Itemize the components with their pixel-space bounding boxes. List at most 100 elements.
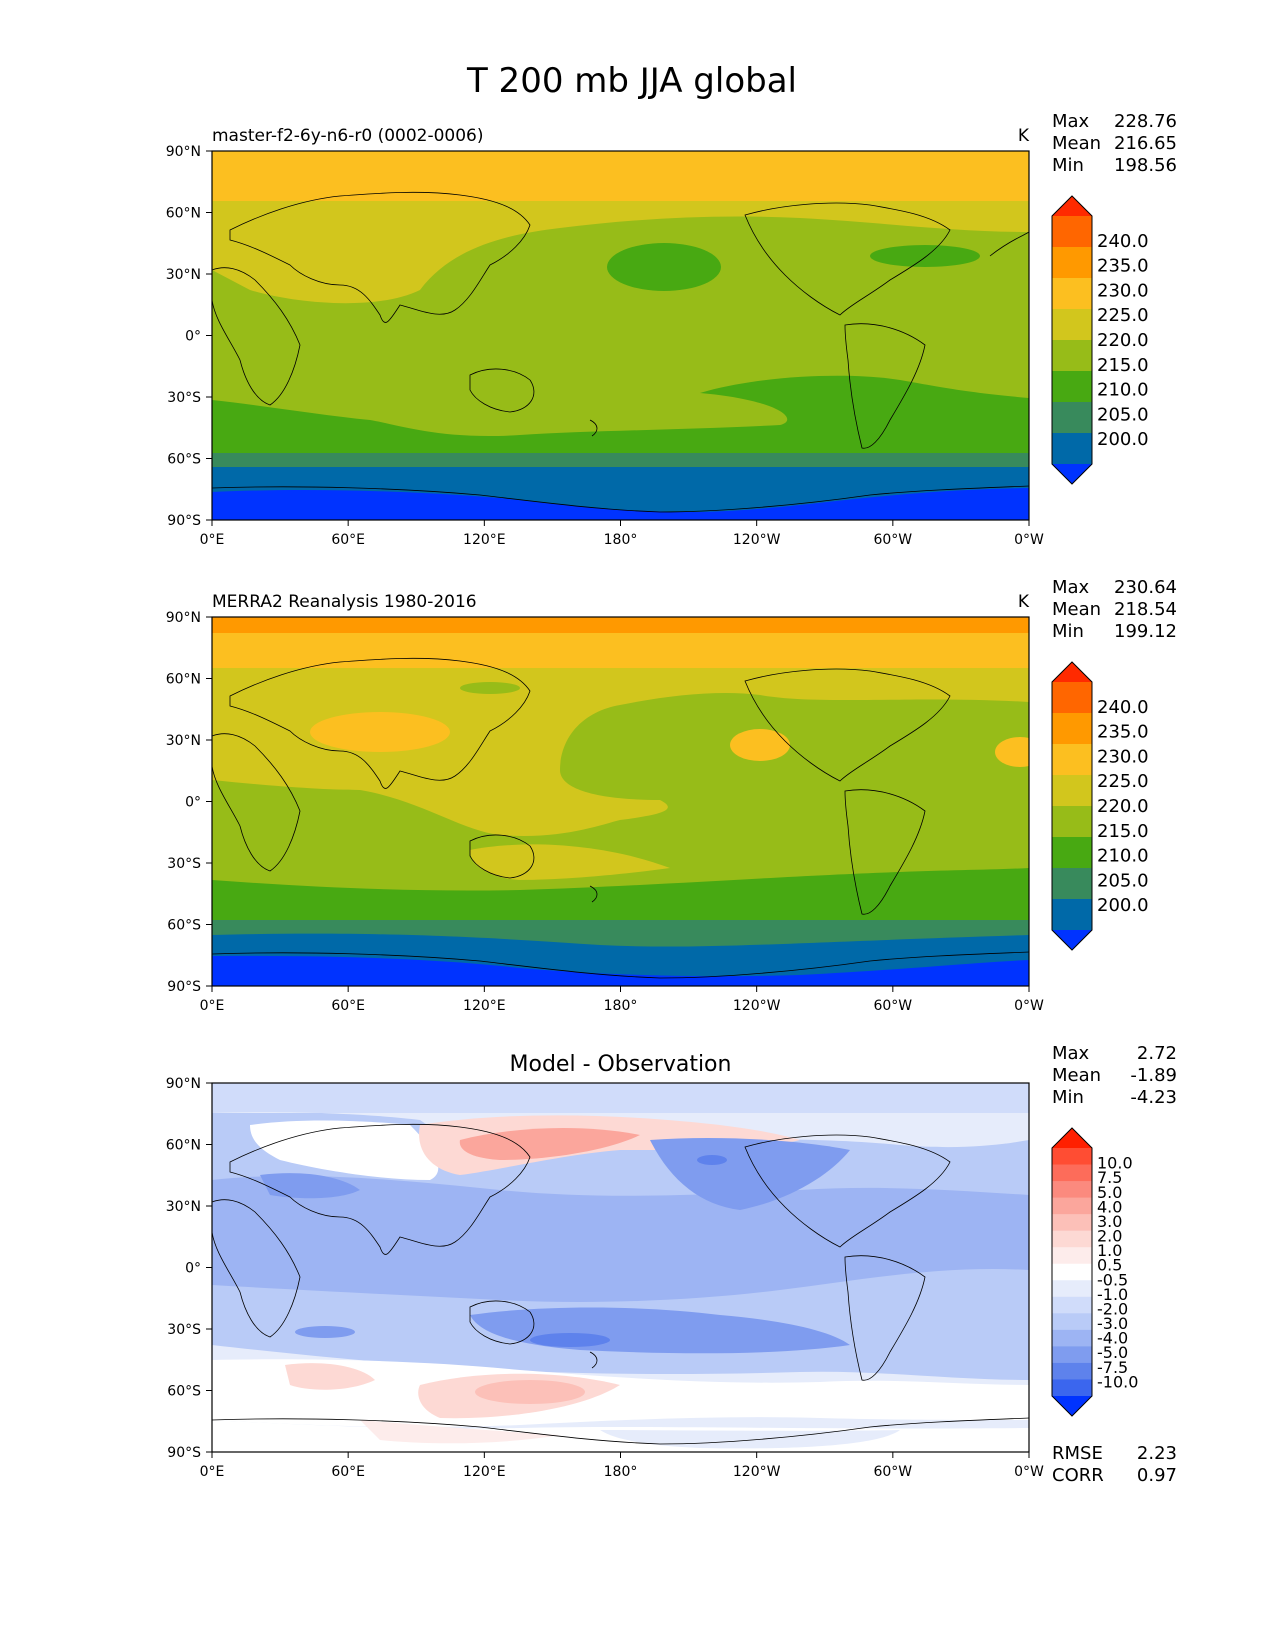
- lon-tick-label: 60°E: [331, 532, 365, 548]
- map-field-model: [212, 151, 1029, 520]
- stat-label: Min: [1052, 1087, 1084, 1108]
- lon-tick-label: 120°W: [733, 1464, 781, 1480]
- lat-tick-label: 90°S: [167, 1445, 201, 1461]
- colorbar-label: 3.0: [1097, 1212, 1122, 1231]
- colorbar-band: [1052, 1329, 1092, 1347]
- lat-tick-label: 60°S: [167, 452, 201, 468]
- lat-tick-label: 60°S: [167, 918, 201, 934]
- lon-tick-label: 60°W: [873, 998, 912, 1014]
- colorbar-band: [1052, 309, 1092, 341]
- colorbar-band: [1052, 1379, 1092, 1397]
- colorbar-label: -4.0: [1097, 1329, 1128, 1348]
- lat-tick-label: 60°S: [167, 1384, 201, 1400]
- colorbar-band: [1052, 806, 1092, 838]
- colorbar-band: [1052, 1148, 1092, 1166]
- coastlines-model: [212, 191, 1029, 513]
- panel-model: [211, 150, 1030, 521]
- colorbar-band: [1052, 1346, 1092, 1364]
- panel-obs: [211, 616, 1030, 987]
- colorbar-label: 215.0: [1097, 355, 1149, 376]
- colorbar-label: 220.0: [1097, 330, 1149, 351]
- colorbar-label: -7.5: [1097, 1358, 1128, 1377]
- lat-tick-label: 90°S: [167, 979, 201, 995]
- stat-value: 2.23: [1137, 1443, 1177, 1464]
- colorbar-label: 230.0: [1097, 280, 1149, 301]
- colorbar-label: 205.0: [1097, 870, 1149, 891]
- panel-title: Model - Observation: [510, 1052, 732, 1077]
- colorbar-band: [1052, 682, 1092, 714]
- colorbar-label: 220.0: [1097, 796, 1149, 817]
- stat-label: Mean: [1052, 1065, 1101, 1086]
- colorbar-label: 1.0: [1097, 1241, 1122, 1260]
- lon-tick-label: 180°: [604, 998, 638, 1014]
- colorbar-extend-max: [1052, 662, 1092, 682]
- stat-value: -4.23: [1130, 1087, 1177, 1108]
- colorbar-label: 2.0: [1097, 1227, 1122, 1246]
- colorbar-label: -0.5: [1097, 1270, 1128, 1289]
- lon-tick-label: 120°E: [463, 532, 506, 548]
- lon-tick-label: 0°W: [1014, 532, 1044, 548]
- colorbar-label: 210.0: [1097, 846, 1149, 867]
- stat-value: 2.72: [1137, 1043, 1177, 1064]
- colorbar-label: 200.0: [1097, 895, 1149, 916]
- lat-tick-label: 90°N: [166, 1076, 201, 1092]
- colorbar-label: 10.0: [1097, 1154, 1133, 1173]
- colorbar-band: [1052, 1197, 1092, 1215]
- colorbar-band: [1052, 1296, 1092, 1314]
- colorbar-extend-min: [1052, 464, 1092, 484]
- stat-value: 198.56: [1114, 155, 1177, 176]
- colorbar-band: [1052, 1181, 1092, 1199]
- map-field-diff: [212, 1083, 1029, 1452]
- panel-diff: [211, 1082, 1030, 1453]
- lon-tick-label: 120°W: [733, 532, 781, 548]
- lon-tick-label: 0°W: [1014, 998, 1044, 1014]
- colorbar-band: [1052, 1280, 1092, 1298]
- coastlines-diff: [212, 1123, 1029, 1445]
- stat-value: 230.64: [1114, 577, 1177, 598]
- lat-tick-label: 60°N: [166, 1138, 201, 1154]
- stat-label: Min: [1052, 621, 1084, 642]
- lat-tick-label: 0°: [185, 795, 201, 811]
- colorbar-band: [1052, 1247, 1092, 1265]
- colorbar-label: 235.0: [1097, 722, 1149, 743]
- colorbar-label: 235.0: [1097, 256, 1149, 277]
- stat-label: Max: [1052, 577, 1090, 598]
- stat-label: Min: [1052, 155, 1084, 176]
- colorbar-label: -3.0: [1097, 1314, 1128, 1333]
- stat-label: Max: [1052, 1043, 1090, 1064]
- colorbar-band: [1052, 340, 1092, 372]
- lon-tick-label: 120°W: [733, 998, 781, 1014]
- stat-value: 0.97: [1137, 1465, 1177, 1486]
- colorbar-outline: [1051, 195, 1093, 485]
- panel-title: MERRA2 Reanalysis 1980-2016: [212, 592, 477, 612]
- colorbar-label: 200.0: [1097, 429, 1149, 450]
- colorbar-label: 225.0: [1097, 305, 1149, 326]
- lat-tick-label: 30°S: [167, 1322, 201, 1338]
- colorbar-extend-min: [1052, 1396, 1092, 1416]
- stat-value: 218.54: [1114, 599, 1177, 620]
- colorbar-band: [1052, 1164, 1092, 1182]
- stat-label: RMSE: [1052, 1443, 1103, 1464]
- lon-tick-label: 60°E: [331, 998, 365, 1014]
- panel-title: master-f2-6y-n6-r0 (0002-0006): [212, 126, 484, 146]
- lat-tick-label: 60°N: [166, 672, 201, 688]
- colorbar-label: 7.5: [1097, 1168, 1122, 1187]
- colorbar-label: -10.0: [1097, 1372, 1138, 1391]
- colorbar-label: 215.0: [1097, 821, 1149, 842]
- colorbar-label: 230.0: [1097, 746, 1149, 767]
- figure-title: T 200 mb JJA global: [466, 61, 797, 101]
- lat-tick-label: 90°N: [166, 144, 201, 160]
- annotations: 90°N 60°N 30°N 0° 30°S 60°S 90°S 0°E 60°E 120°E 18…: [166, 111, 1177, 1486]
- colorbar-band: [1052, 371, 1092, 403]
- lon-tick-label: 120°E: [463, 1464, 506, 1480]
- lat-tick-label: 30°S: [167, 856, 201, 872]
- lon-tick-label: 0°E: [200, 1464, 225, 1480]
- colorbar-label: 225.0: [1097, 771, 1149, 792]
- lat-tick-label: 30°S: [167, 390, 201, 406]
- stat-value: 216.65: [1114, 133, 1177, 154]
- colorbar-band: [1052, 899, 1092, 931]
- colorbar-band: [1052, 247, 1092, 279]
- colorbar-band: [1052, 1313, 1092, 1331]
- colorbar-band: [1052, 744, 1092, 776]
